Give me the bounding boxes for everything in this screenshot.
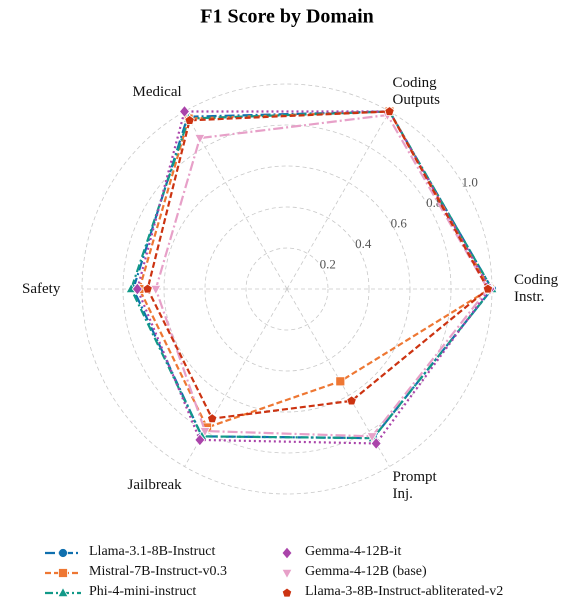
grid-circle	[204, 206, 370, 372]
marker	[150, 284, 162, 296]
series-line	[132, 110, 494, 440]
marker	[281, 569, 293, 580]
r-tick-label: 0.4	[355, 236, 372, 251]
marker	[384, 106, 395, 116]
axis-label: Safety	[22, 280, 61, 297]
axis-label: Medical	[132, 83, 182, 100]
marker	[482, 283, 494, 294]
legend-label: Gemma-4-12B-it	[305, 544, 402, 559]
marker	[58, 568, 68, 578]
axis-label: Prompt Inj.	[392, 468, 437, 502]
marker	[142, 283, 153, 294]
axis-label: Jailbreak	[127, 477, 182, 494]
marker	[370, 436, 382, 450]
axis-label: Coding Instr.	[514, 272, 559, 305]
marker	[179, 104, 190, 118]
axis-label: Coding Outputs	[392, 75, 441, 109]
marker	[194, 134, 206, 145]
marker	[206, 413, 218, 424]
legend-label: Phi-4-mini-instruct	[89, 584, 197, 599]
legend-label: Llama-3.1-8B-Instruct	[89, 544, 216, 559]
r-tick-label: 0.6	[391, 215, 408, 230]
r-tick-label: 1.0	[462, 174, 478, 189]
marker	[281, 546, 293, 560]
marker	[58, 548, 68, 558]
series-line	[146, 110, 490, 420]
legend-label: Llama-3-8B-Instruct-abliterated-v2	[305, 584, 504, 599]
marker	[57, 586, 69, 597]
marker	[199, 427, 211, 438]
chart-title: F1 Score by Domain	[200, 6, 374, 28]
marker	[281, 587, 293, 598]
marker	[194, 433, 206, 447]
marker	[335, 376, 346, 387]
marker	[131, 282, 143, 296]
marker	[366, 432, 378, 443]
legend-label: Mistral-7B-Instruct-v0.3	[89, 564, 228, 579]
marker	[184, 114, 195, 125]
legend-label: Gemma-4-12B (base)	[305, 564, 427, 579]
marker	[346, 395, 357, 406]
grid-circle	[245, 247, 329, 331]
spoke	[286, 111, 390, 290]
r-tick-label: 0.2	[320, 256, 336, 271]
series-line	[130, 110, 494, 440]
